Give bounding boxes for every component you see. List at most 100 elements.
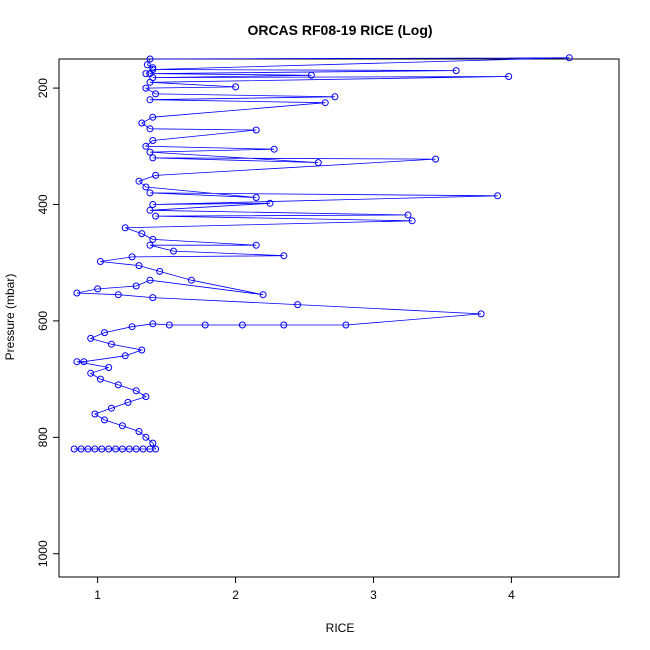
data-point [80,358,88,366]
data-point [112,445,120,453]
data-point [307,71,315,79]
data-point [70,445,78,453]
data-point [280,321,288,329]
y-axis-label: Pressure (mbar) [3,274,17,361]
data-point [142,433,150,441]
data-point [84,445,92,453]
data-point [165,321,173,329]
data-point [91,445,99,453]
data-point [170,247,177,255]
data-point [149,320,157,328]
y-tick-label: 400 [36,194,50,214]
data-point [101,329,108,337]
series-line [74,57,570,450]
data-point [314,159,322,167]
data-point [73,358,81,366]
data-point [138,230,146,238]
data-point [149,113,157,121]
data-point [404,211,412,219]
data-point [146,55,154,63]
data-point [146,125,154,133]
data-point [96,258,104,265]
data-point [87,334,95,342]
data-point [149,64,157,72]
data-point [252,241,260,249]
data-point [135,262,143,270]
data-point [294,301,302,309]
y-tick-label: 600 [36,311,50,331]
data-point [132,282,140,290]
data-point [105,445,113,453]
data-point [408,217,416,225]
data-point [118,445,126,453]
x-tick-label: 3 [370,588,377,602]
data-point [477,310,485,318]
data-point [138,119,146,127]
data-point [135,177,143,185]
data-point [128,253,136,261]
data-point [142,183,150,191]
data-point [146,189,154,197]
data-point [96,375,104,383]
x-axis-label: RICE [326,621,355,635]
data-point [118,422,126,430]
x-tick-label: 1 [94,588,101,602]
data-point [87,369,95,377]
data-point [149,137,157,144]
data-point [94,285,102,293]
data-point [494,192,502,200]
data-point [232,83,240,91]
data-point [152,171,160,179]
data-point [143,61,151,69]
data-point [107,404,115,412]
data-point [146,206,154,214]
data-point [270,145,278,153]
data-point [152,90,160,98]
data-point [432,155,440,163]
data-point [238,321,246,329]
data-point [149,235,157,243]
data-point [342,321,350,329]
x-tick-label: 2 [232,588,239,602]
data-point [114,381,122,389]
y-axis: 200 400 600 800 1000 [36,78,59,567]
data-point [152,445,160,453]
data-point [124,398,132,406]
data-point [125,445,133,453]
data-point [114,291,122,299]
plot-frame [58,58,620,578]
x-tick-label: 4 [508,588,515,602]
data-point [142,142,150,150]
data-point [132,387,140,395]
data-point [73,289,81,297]
data-point [259,291,267,299]
data-point [266,199,274,207]
y-tick-label: 200 [36,78,50,98]
data-point [252,194,260,201]
data-point [505,73,513,80]
data-point [146,96,154,104]
data-point [121,224,129,232]
data-point [107,340,115,348]
data-point [105,364,113,371]
data-point [139,445,147,453]
data-point [149,201,157,208]
data-point [321,99,329,107]
data-point [98,445,106,453]
data-point [149,154,157,162]
data-point [156,267,164,275]
data-point [565,54,573,62]
data-point [252,126,260,134]
data-point [452,67,460,75]
data-point [142,393,150,401]
data-point [101,416,108,424]
data-point [135,428,143,435]
data-point [146,276,154,284]
data-point [128,323,136,331]
x-axis: 1 2 3 4 [94,577,515,602]
data-point [149,294,157,302]
data-point [146,148,154,156]
data-point [187,276,195,284]
data-point [142,84,150,92]
